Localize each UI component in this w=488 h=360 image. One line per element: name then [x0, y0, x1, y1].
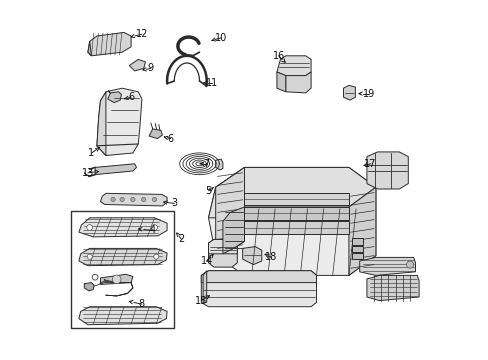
Bar — [71, 211, 173, 328]
Polygon shape — [79, 248, 167, 266]
Text: 17: 17 — [364, 159, 376, 169]
Polygon shape — [208, 239, 237, 267]
Polygon shape — [343, 85, 355, 100]
Text: 11: 11 — [205, 78, 218, 88]
Polygon shape — [215, 167, 244, 256]
Text: 7: 7 — [203, 159, 209, 169]
Polygon shape — [359, 257, 415, 275]
Polygon shape — [107, 92, 121, 103]
Text: 3: 3 — [171, 198, 177, 208]
Polygon shape — [285, 72, 310, 93]
Text: 13: 13 — [81, 168, 94, 178]
Polygon shape — [79, 218, 167, 237]
Polygon shape — [352, 246, 363, 252]
Polygon shape — [208, 167, 375, 218]
Text: 4: 4 — [149, 225, 156, 235]
Polygon shape — [352, 253, 363, 259]
Polygon shape — [208, 239, 237, 254]
Polygon shape — [203, 271, 206, 302]
Circle shape — [130, 197, 135, 202]
Text: 18: 18 — [265, 252, 277, 262]
Polygon shape — [366, 275, 418, 301]
Circle shape — [92, 274, 98, 280]
Polygon shape — [95, 164, 136, 175]
Polygon shape — [129, 59, 145, 71]
Circle shape — [151, 225, 157, 230]
Polygon shape — [88, 41, 91, 56]
Text: 16: 16 — [272, 51, 284, 61]
Circle shape — [112, 275, 121, 284]
Polygon shape — [88, 32, 131, 56]
Circle shape — [111, 197, 115, 202]
Circle shape — [120, 197, 124, 202]
Polygon shape — [149, 129, 162, 139]
Polygon shape — [366, 152, 407, 189]
Polygon shape — [223, 207, 244, 254]
Text: 14: 14 — [200, 256, 212, 266]
Text: 12: 12 — [136, 29, 148, 39]
Polygon shape — [79, 307, 167, 325]
Text: 6: 6 — [128, 92, 134, 102]
Polygon shape — [276, 72, 285, 92]
Polygon shape — [276, 56, 310, 76]
Circle shape — [141, 197, 145, 202]
Polygon shape — [352, 238, 363, 245]
Text: 2: 2 — [178, 234, 184, 244]
Polygon shape — [97, 92, 106, 156]
Text: 19: 19 — [362, 89, 374, 99]
Text: 15: 15 — [195, 296, 207, 306]
Text: 8: 8 — [139, 299, 144, 309]
Circle shape — [87, 254, 92, 259]
Polygon shape — [244, 207, 348, 220]
Circle shape — [87, 225, 92, 230]
Text: 6: 6 — [167, 134, 173, 144]
Polygon shape — [101, 193, 167, 206]
Circle shape — [152, 197, 156, 202]
Polygon shape — [208, 167, 375, 275]
Polygon shape — [215, 159, 223, 170]
Polygon shape — [244, 193, 348, 205]
Polygon shape — [101, 274, 133, 284]
Polygon shape — [242, 247, 261, 265]
Polygon shape — [84, 283, 94, 291]
Circle shape — [153, 254, 159, 259]
Text: 9: 9 — [147, 63, 154, 73]
Polygon shape — [348, 187, 375, 275]
Polygon shape — [201, 271, 316, 283]
Polygon shape — [244, 221, 348, 234]
Circle shape — [406, 261, 413, 268]
Text: 5: 5 — [205, 186, 211, 196]
Polygon shape — [97, 88, 142, 156]
Polygon shape — [201, 271, 316, 307]
Text: 1: 1 — [88, 148, 94, 158]
Text: 10: 10 — [215, 33, 227, 43]
